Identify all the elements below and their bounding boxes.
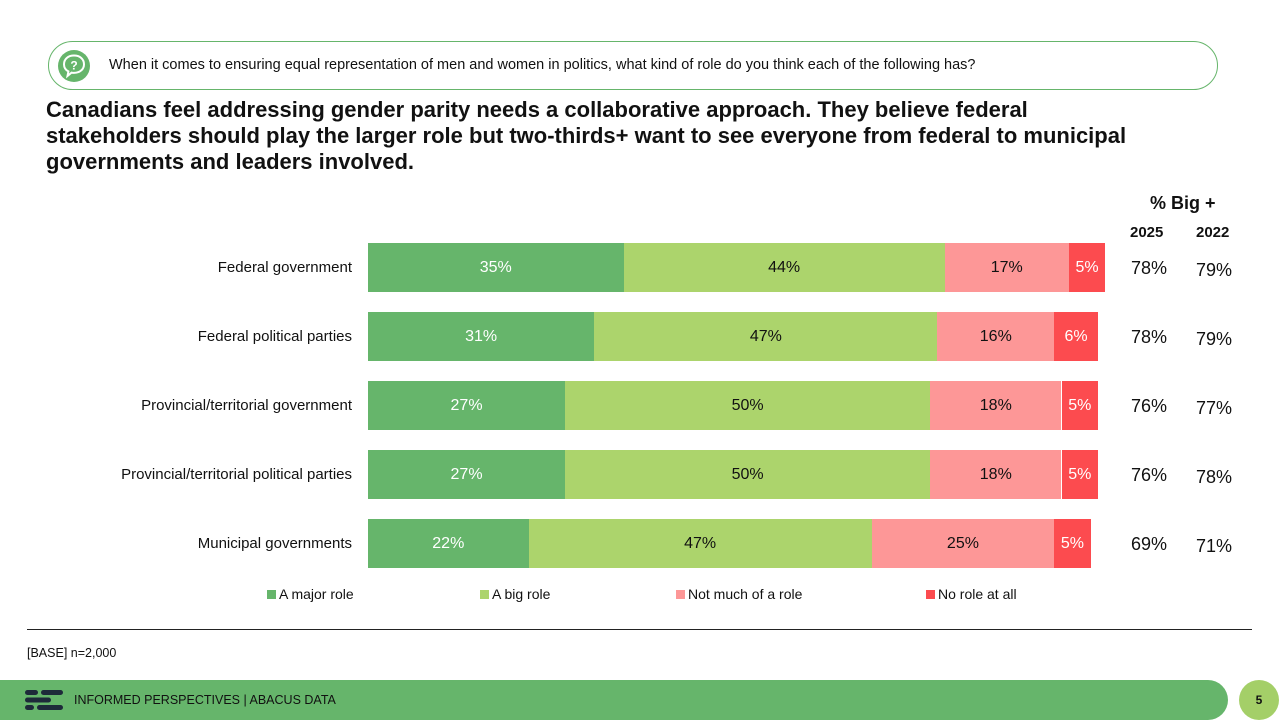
bar-value-label: 17% [990,259,1023,276]
legend-item-no-role: No role at all [926,586,1017,602]
summary-value-2022: 79% [1196,329,1233,349]
bar-value-label: 22% [432,535,465,552]
bar-segment-big-role: 47% [528,519,872,568]
bar-segment-big-role: 50% [565,450,931,499]
bar-value-label: 25% [946,535,979,552]
footer-bar [0,680,1228,720]
legend-item-major-role: A major role [267,586,354,602]
bar-value-label: 6% [1064,328,1088,345]
legend-label: Not much of a role [688,586,803,602]
bar-segment-big-role: 44% [623,243,945,292]
abacus-logo-icon [25,690,63,710]
bar-value-label: 5% [1068,397,1092,414]
bar-segment-major-role: 27% [368,450,566,499]
category-label: Provincial/territorial political parties [121,466,352,483]
bar-segment-not-much-role: 25% [871,519,1055,568]
divider [27,629,1252,630]
page-number: 5 [1239,680,1279,720]
bar-segment-major-role: 35% [368,243,624,292]
bar-segment-big-role: 50% [565,381,931,430]
bar-value-label: 31% [465,328,498,345]
bar-value-label: 18% [979,397,1012,414]
summary-value-2025: 69% [1131,534,1168,554]
bar-segment-no-role: 5% [1068,243,1106,292]
legend-swatch [676,590,685,599]
question-text: When it comes to ensuring equal represen… [109,57,976,73]
category-label: Municipal governments [197,535,352,552]
bar-segment-no-role: 5% [1061,450,1098,499]
summary-value-2022: 78% [1196,467,1233,487]
summary-value-2025: 76% [1131,396,1168,416]
question-box: ? When it comes to ensuring equal repres… [48,41,1218,90]
bar-segment-major-role: 31% [368,312,595,361]
bar-value-label: 44% [768,259,801,276]
summary-value-2022: 71% [1196,536,1233,556]
summary-value-2025: 78% [1131,327,1168,347]
year-2025-header: 2025 [1130,224,1164,241]
category-label: Federal political parties [197,328,352,345]
base-note: [BASE] n=2,000 [27,646,117,660]
bar-segment-no-role: 5% [1054,519,1091,568]
summary-value-2022: 79% [1196,260,1233,280]
bar-segment-not-much-role: 18% [930,381,1062,430]
bar-value-label: 18% [979,466,1012,483]
question-icon: ? [58,50,90,82]
bar-segment-not-much-role: 16% [937,312,1055,361]
category-label: Provincial/territorial government [141,397,352,414]
summary-value-2025: 78% [1131,258,1168,278]
bar-value-label: 27% [450,397,483,414]
legend-swatch [926,590,935,599]
bar-value-label: 50% [731,466,764,483]
bar-value-label: 50% [731,397,764,414]
legend-label: A big role [492,586,551,602]
bar-segment-not-much-role: 18% [930,450,1062,499]
bar-segment-big-role: 47% [594,312,938,361]
svg-text:?: ? [70,59,77,73]
bar-value-label: 5% [1068,466,1092,483]
legend-item-big-role: A big role [480,586,550,602]
legend-label: No role at all [938,586,1017,602]
summary-value-2022: 77% [1196,398,1233,418]
bar-segment-no-role: 6% [1054,312,1098,361]
bar-segment-no-role: 5% [1061,381,1098,430]
bar-value-label: 5% [1060,535,1084,552]
legend-item-not-much-role: Not much of a role [676,586,802,602]
summary-header: % Big + [1150,193,1216,213]
legend-swatch [480,590,489,599]
category-label: Federal government [217,259,352,276]
year-2022-header: 2022 [1196,224,1230,241]
bar-value-label: 16% [979,328,1012,345]
bar-value-label: 5% [1075,259,1099,276]
legend-label: A major role [279,586,354,602]
bar-segment-not-much-role: 17% [944,243,1069,292]
footer-text: INFORMED PERSPECTIVES | ABACUS DATA [74,693,336,707]
bar-value-label: 35% [479,259,512,276]
headline: Canadians feel addressing gender parity … [46,97,1127,174]
bar-value-label: 47% [749,328,782,345]
summary-value-2025: 76% [1131,465,1168,485]
bar-value-label: 27% [450,466,483,483]
legend-swatch [267,590,276,599]
bar-segment-major-role: 22% [368,519,529,568]
bar-segment-major-role: 27% [368,381,566,430]
bar-value-label: 47% [684,535,717,552]
